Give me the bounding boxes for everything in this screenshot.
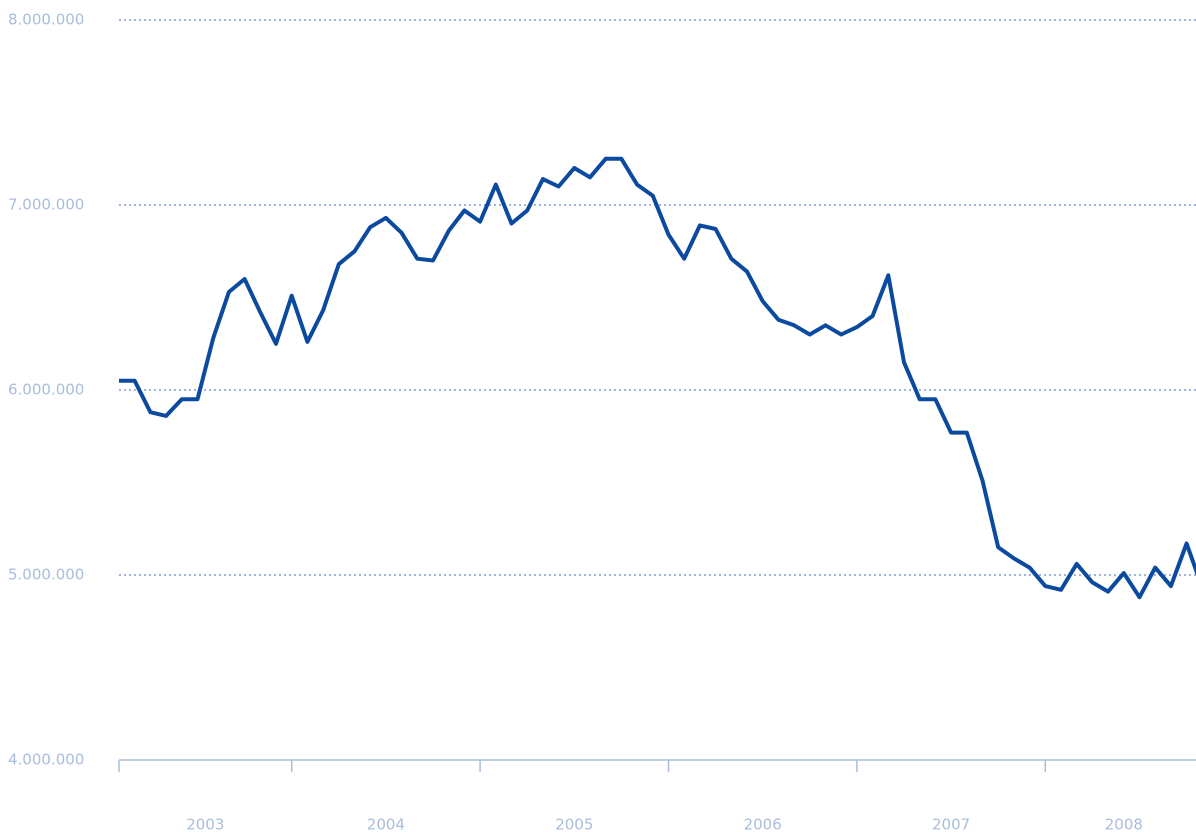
data-line bbox=[119, 156, 1196, 600]
y-tick-label: 7.000.000 bbox=[8, 196, 84, 214]
y-tick-label: 4.000.000 bbox=[8, 751, 84, 769]
x-tick-label: 2003 bbox=[186, 816, 224, 832]
y-tick-label: 8.000.000 bbox=[8, 11, 84, 29]
y-tick-label: 5.000.000 bbox=[8, 566, 84, 584]
x-tick-label: 2008 bbox=[1105, 816, 1143, 832]
x-tick-label: 2004 bbox=[367, 816, 405, 832]
x-tick-label: 2006 bbox=[744, 816, 782, 832]
x-tick-label: 2005 bbox=[555, 816, 593, 832]
x-tick-label: 2007 bbox=[932, 816, 970, 832]
y-tick-label: 6.000.000 bbox=[8, 381, 84, 399]
